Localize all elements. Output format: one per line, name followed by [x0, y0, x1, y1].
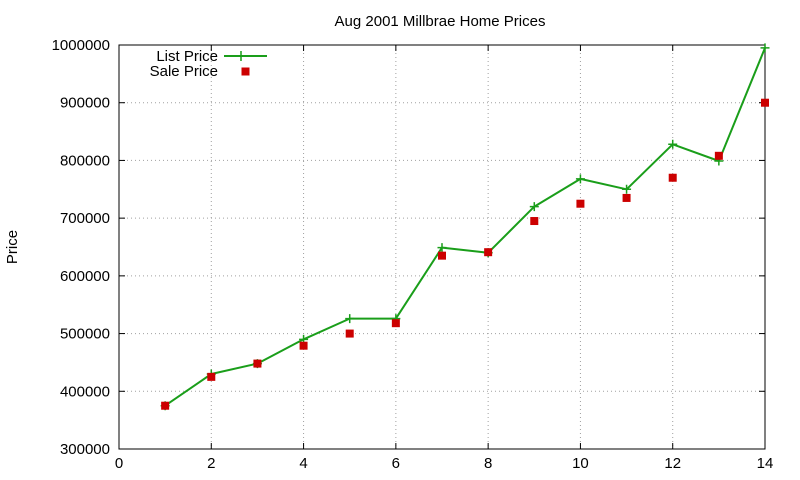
- y-tick-label: 700000: [60, 210, 110, 227]
- sale-price-point: [484, 248, 493, 257]
- x-tick-label: 6: [392, 455, 400, 472]
- x-tick-label: 0: [115, 455, 123, 472]
- list-price-point: [760, 43, 770, 53]
- x-tick-label: 4: [299, 455, 307, 472]
- list-price-point: [529, 202, 539, 212]
- x-tick-label: 12: [664, 455, 681, 472]
- x-tick-label: 14: [757, 455, 774, 472]
- x-tick-label: 2: [207, 455, 215, 472]
- list-price-point: [622, 184, 632, 194]
- sale-price-point: [299, 341, 308, 350]
- y-tick-label: 900000: [60, 95, 110, 112]
- list-price-point: [437, 243, 447, 253]
- legend-label-list-price: List Price: [156, 48, 218, 65]
- y-axis-label: Price: [4, 230, 21, 264]
- chart-title: Aug 2001 Millbrae Home Prices: [335, 13, 546, 30]
- y-tick-label: 600000: [60, 268, 110, 285]
- y-tick-label: 400000: [60, 383, 110, 400]
- y-tick-label: 500000: [60, 326, 110, 343]
- sale-price-point: [345, 329, 354, 338]
- grid: [119, 45, 765, 449]
- sale-price-point: [668, 173, 677, 182]
- sale-price-point: [207, 372, 216, 381]
- legend-marker-list-price: [236, 51, 246, 61]
- list-price-point: [345, 314, 355, 324]
- x-tick-label: 10: [572, 455, 589, 472]
- sale-price-point: [576, 199, 585, 208]
- sale-price-point: [714, 151, 723, 160]
- series: [160, 43, 770, 411]
- sale-price-point: [761, 98, 769, 107]
- sale-price-point: [253, 359, 262, 368]
- list-price-line: [164, 47, 766, 407]
- legend-label-sale-price: Sale Price: [150, 63, 218, 80]
- y-tick-label: 1000000: [52, 37, 110, 54]
- sale-price-point: [161, 401, 170, 410]
- y-tick-label: 800000: [60, 152, 110, 169]
- sale-price-point: [530, 217, 539, 226]
- plot-frame: [118, 44, 766, 450]
- x-tick-label: 8: [484, 455, 492, 472]
- legend-marker-sale-price: [241, 67, 250, 76]
- sale-price-point: [391, 319, 400, 328]
- sale-price-point: [438, 251, 446, 260]
- list-price-point: [575, 174, 585, 184]
- y-tick-label: 300000: [60, 441, 110, 458]
- list-price-point: [668, 139, 678, 149]
- sale-price-point: [622, 193, 631, 202]
- legend: List Price Sale Price: [150, 48, 267, 80]
